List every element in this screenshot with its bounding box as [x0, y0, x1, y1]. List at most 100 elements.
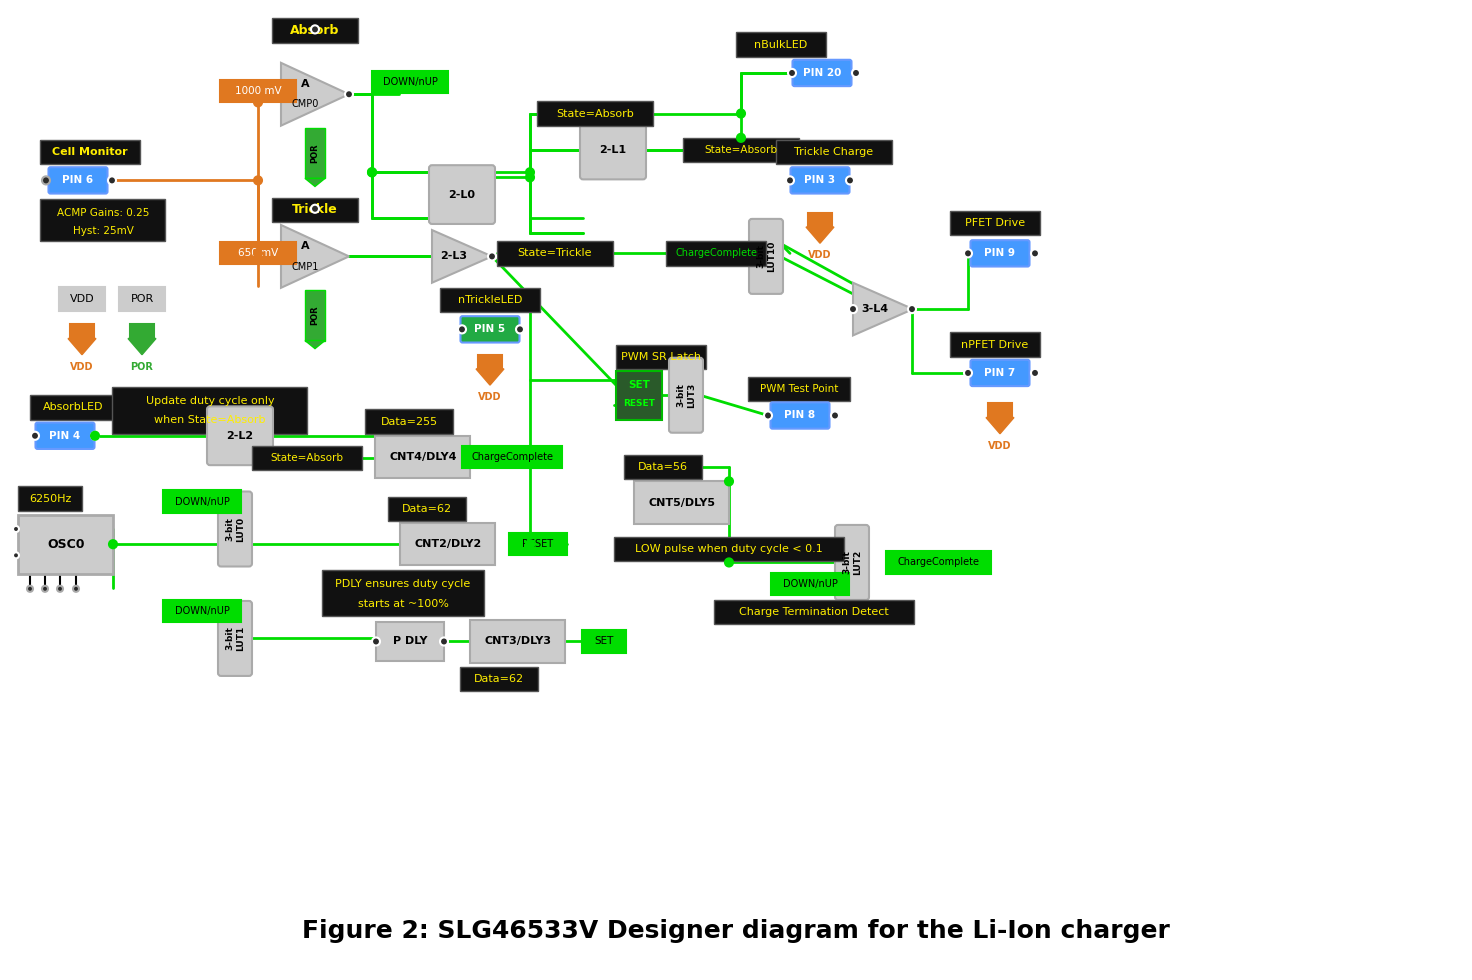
Bar — [615, 345, 707, 368]
Bar — [683, 138, 799, 162]
Text: VDD: VDD — [478, 392, 502, 402]
Circle shape — [311, 25, 319, 33]
Bar — [40, 199, 165, 241]
Bar — [736, 32, 826, 57]
Text: VDD: VDD — [808, 250, 832, 261]
Bar — [272, 198, 358, 221]
Text: AbsorbLED: AbsorbLED — [43, 403, 103, 413]
Bar — [776, 140, 892, 165]
Circle shape — [846, 176, 854, 184]
Bar — [748, 377, 849, 402]
Bar — [71, 324, 94, 338]
Circle shape — [13, 526, 19, 532]
Bar — [163, 600, 241, 622]
Polygon shape — [281, 225, 349, 288]
Bar — [272, 19, 358, 42]
Text: Absorb: Absorb — [290, 24, 340, 37]
Text: Data=255: Data=255 — [380, 416, 437, 426]
Text: 2-L3: 2-L3 — [440, 252, 468, 262]
Text: CNT3/DLY3: CNT3/DLY3 — [484, 636, 552, 647]
Text: SET: SET — [629, 380, 651, 390]
Text: Update duty cycle only: Update duty cycle only — [146, 396, 274, 407]
Text: PFET Drive: PFET Drive — [966, 218, 1025, 228]
Text: POR: POR — [131, 362, 153, 371]
Bar — [581, 630, 626, 653]
Circle shape — [908, 305, 916, 314]
Text: State=Trickle: State=Trickle — [518, 248, 592, 259]
Bar — [537, 101, 654, 125]
Text: CMP1: CMP1 — [291, 262, 318, 271]
Bar — [509, 533, 567, 556]
Text: Figure 2: SLG46533V Designer diagram for the Li-Ion charger: Figure 2: SLG46533V Designer diagram for… — [302, 919, 1170, 943]
FancyBboxPatch shape — [970, 240, 1029, 267]
Polygon shape — [305, 340, 325, 349]
Bar — [440, 288, 540, 313]
Text: starts at ~100%: starts at ~100% — [358, 599, 449, 609]
Polygon shape — [807, 227, 835, 243]
Text: POR: POR — [131, 294, 153, 304]
Text: Trickle: Trickle — [291, 203, 339, 217]
Text: when State=Absorb: when State=Absorb — [155, 415, 266, 424]
Circle shape — [526, 173, 534, 181]
Text: POR: POR — [311, 143, 319, 163]
Circle shape — [368, 169, 375, 176]
Text: LOW pulse when duty cycle < 0.1: LOW pulse when duty cycle < 0.1 — [634, 544, 823, 555]
Circle shape — [964, 368, 972, 377]
Polygon shape — [305, 178, 325, 186]
Text: Cell Monitor: Cell Monitor — [52, 147, 128, 157]
Bar — [988, 404, 1013, 417]
Text: CNT4/DLY4: CNT4/DLY4 — [389, 452, 456, 462]
Circle shape — [91, 432, 99, 440]
Text: 2-L0: 2-L0 — [449, 189, 475, 200]
Text: PIN 3: PIN 3 — [804, 175, 836, 185]
Text: OSC0: OSC0 — [47, 538, 85, 551]
Circle shape — [489, 252, 496, 261]
Circle shape — [726, 559, 733, 566]
Text: Hyst: 25mV: Hyst: 25mV — [72, 226, 134, 236]
Text: PWM Test Point: PWM Test Point — [760, 384, 838, 394]
Bar — [375, 622, 445, 661]
Bar — [470, 620, 565, 662]
Text: Charge Termination Detect: Charge Termination Detect — [739, 607, 889, 617]
Circle shape — [764, 412, 771, 419]
Circle shape — [726, 477, 733, 485]
Bar — [18, 486, 82, 511]
Bar — [498, 241, 612, 266]
Circle shape — [737, 134, 745, 142]
FancyBboxPatch shape — [49, 168, 107, 194]
Text: 3-L4: 3-L4 — [861, 304, 889, 314]
Text: nTrickleLED: nTrickleLED — [458, 295, 523, 305]
Circle shape — [43, 586, 49, 592]
Bar — [714, 600, 914, 624]
Text: PIN 20: PIN 20 — [802, 68, 841, 78]
Circle shape — [74, 586, 79, 592]
Text: VDD: VDD — [71, 362, 94, 371]
Bar — [949, 332, 1041, 357]
Circle shape — [832, 412, 839, 419]
Bar — [305, 127, 325, 178]
FancyBboxPatch shape — [970, 360, 1029, 386]
Text: VDD: VDD — [69, 294, 94, 304]
Text: PIN 8: PIN 8 — [785, 411, 815, 420]
Text: RESET: RESET — [623, 399, 655, 408]
Text: CMP0: CMP0 — [291, 99, 318, 110]
Circle shape — [1030, 249, 1039, 258]
Text: 3-bit
LUT1: 3-bit LUT1 — [225, 626, 244, 651]
Circle shape — [13, 553, 19, 559]
Bar — [624, 455, 702, 479]
Circle shape — [43, 176, 50, 184]
Circle shape — [368, 169, 375, 176]
Circle shape — [786, 176, 793, 184]
Text: ChargeComplete: ChargeComplete — [471, 452, 553, 462]
Text: 3-bit
LUT2: 3-bit LUT2 — [842, 550, 861, 575]
Bar — [372, 71, 447, 93]
Circle shape — [109, 540, 116, 548]
FancyBboxPatch shape — [461, 317, 520, 343]
Text: CNT2/DLY2: CNT2/DLY2 — [415, 539, 481, 549]
FancyBboxPatch shape — [835, 525, 868, 600]
Text: 650 mV: 650 mV — [238, 248, 278, 259]
Circle shape — [26, 586, 32, 592]
Text: A: A — [300, 79, 309, 89]
Text: PIN 5: PIN 5 — [474, 324, 505, 334]
Circle shape — [255, 176, 262, 184]
